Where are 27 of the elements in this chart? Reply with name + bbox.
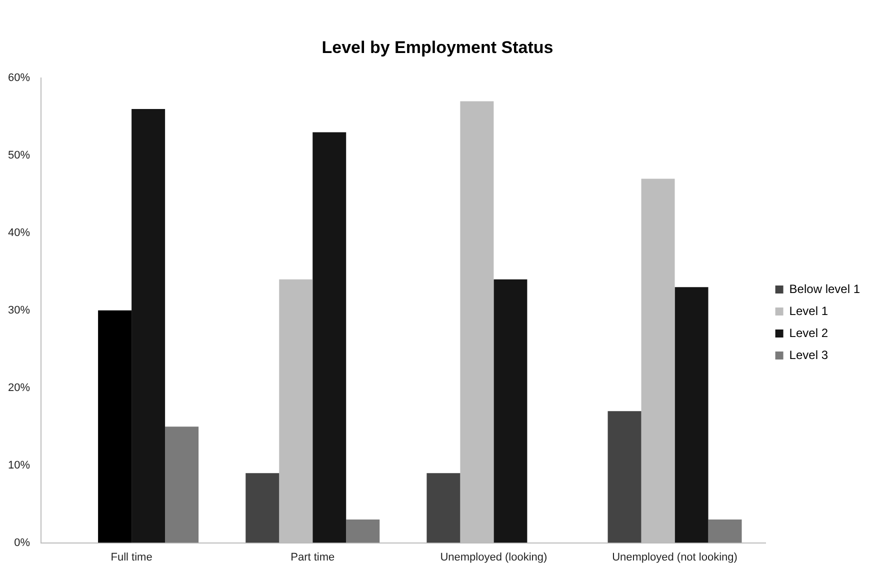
y-tick-label: 10% (8, 459, 30, 472)
y-tick-label: 0% (14, 536, 30, 549)
bar (494, 279, 528, 543)
legend-label: Level 3 (789, 348, 828, 362)
y-tick-label: 30% (8, 304, 30, 316)
bar (346, 520, 380, 543)
x-tick-label: Part time (290, 551, 335, 564)
bar (708, 520, 742, 543)
x-tick-label: Unemployed (looking) (440, 551, 548, 564)
y-tick-label: 60% (8, 72, 30, 84)
bar (608, 411, 642, 543)
x-tick-label: Unemployed (not looking) (612, 551, 738, 564)
bar (132, 108, 166, 543)
bar (165, 426, 199, 543)
y-tick-label: 50% (8, 150, 30, 162)
y-tick-label: 20% (8, 382, 30, 394)
legend-label: Below level 1 (789, 282, 860, 296)
chart-title: Level by Employment Status (320, 37, 554, 59)
bar (246, 473, 280, 543)
legend-label: Level 2 (789, 326, 828, 340)
y-tick-label: 40% (8, 226, 30, 239)
x-tick-label: Full time (110, 551, 152, 564)
legend-label: Level 1 (789, 304, 828, 318)
bar (312, 132, 346, 543)
bar (674, 287, 708, 543)
bar (426, 473, 460, 543)
bar (98, 310, 132, 543)
